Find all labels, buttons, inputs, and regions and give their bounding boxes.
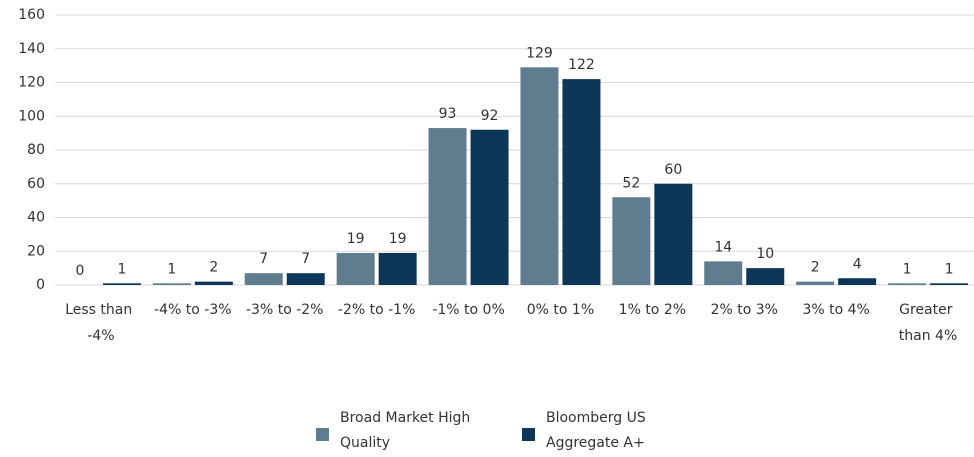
data-label: 60 (664, 162, 682, 178)
bar (470, 129, 509, 285)
legend-label: Bloomberg US Aggregate A+ (546, 410, 650, 451)
data-label: 1 (903, 261, 912, 277)
bar (244, 273, 283, 285)
data-label: 129 (526, 45, 553, 61)
data-label: 2 (209, 260, 218, 276)
y-tick-label: 60 (27, 176, 45, 192)
bar (286, 273, 325, 285)
data-label: 4 (853, 256, 862, 272)
y-tick-label: 140 (18, 41, 45, 57)
data-label: 52 (622, 175, 640, 191)
x-tick-label: 1% to 2% (619, 302, 686, 318)
x-tick-label: 3% to 4% (802, 302, 869, 318)
data-label: 10 (756, 246, 774, 262)
x-tick-label: -3% to -2% (246, 302, 323, 318)
bar (194, 281, 233, 285)
legend-swatch (522, 428, 535, 441)
bar (612, 197, 651, 285)
data-label: 1 (945, 261, 954, 277)
bar (562, 79, 601, 285)
data-label: 7 (259, 251, 268, 267)
bar (746, 268, 785, 285)
y-tick-label: 80 (27, 142, 45, 158)
y-tick-label: 40 (27, 210, 45, 226)
y-tick-label: 100 (18, 108, 45, 124)
bar (336, 252, 375, 285)
data-label: 19 (389, 231, 407, 247)
bar (378, 252, 417, 285)
bar (930, 283, 969, 285)
bar (654, 183, 693, 285)
y-tick-label: 120 (18, 75, 45, 91)
data-label: 1 (167, 261, 176, 277)
data-label: 2 (811, 260, 820, 276)
y-tick-label: 0 (36, 277, 45, 293)
y-tick-label: 20 (27, 243, 45, 259)
x-tick-label: Greater than 4% (899, 302, 957, 344)
x-tick-label: 0% to 1% (527, 302, 594, 318)
data-label: 1 (117, 261, 126, 277)
bar (152, 283, 191, 285)
bar (838, 278, 877, 285)
legend-label: Broad Market High Quality (340, 410, 475, 451)
bar (796, 281, 835, 285)
data-label: 92 (481, 108, 499, 124)
data-label: 122 (568, 57, 595, 73)
x-tick-label: -4% to -3% (154, 302, 231, 318)
bar (102, 283, 141, 285)
data-label: 19 (347, 231, 365, 247)
bar (520, 67, 559, 285)
x-tick-label: -1% to 0% (432, 302, 504, 318)
legend-swatch (316, 428, 329, 441)
y-tick-label: 160 (18, 7, 45, 23)
x-tick-label: Less than -4% (65, 302, 136, 344)
x-tick-label: 2% to 3% (711, 302, 778, 318)
data-label: 7 (301, 251, 310, 267)
bar (888, 283, 927, 285)
data-label: 14 (714, 239, 732, 255)
x-tick-label: -2% to -1% (338, 302, 415, 318)
data-label: 0 (75, 263, 84, 279)
data-label: 93 (439, 106, 457, 122)
bar (428, 128, 467, 285)
bar (704, 261, 743, 285)
